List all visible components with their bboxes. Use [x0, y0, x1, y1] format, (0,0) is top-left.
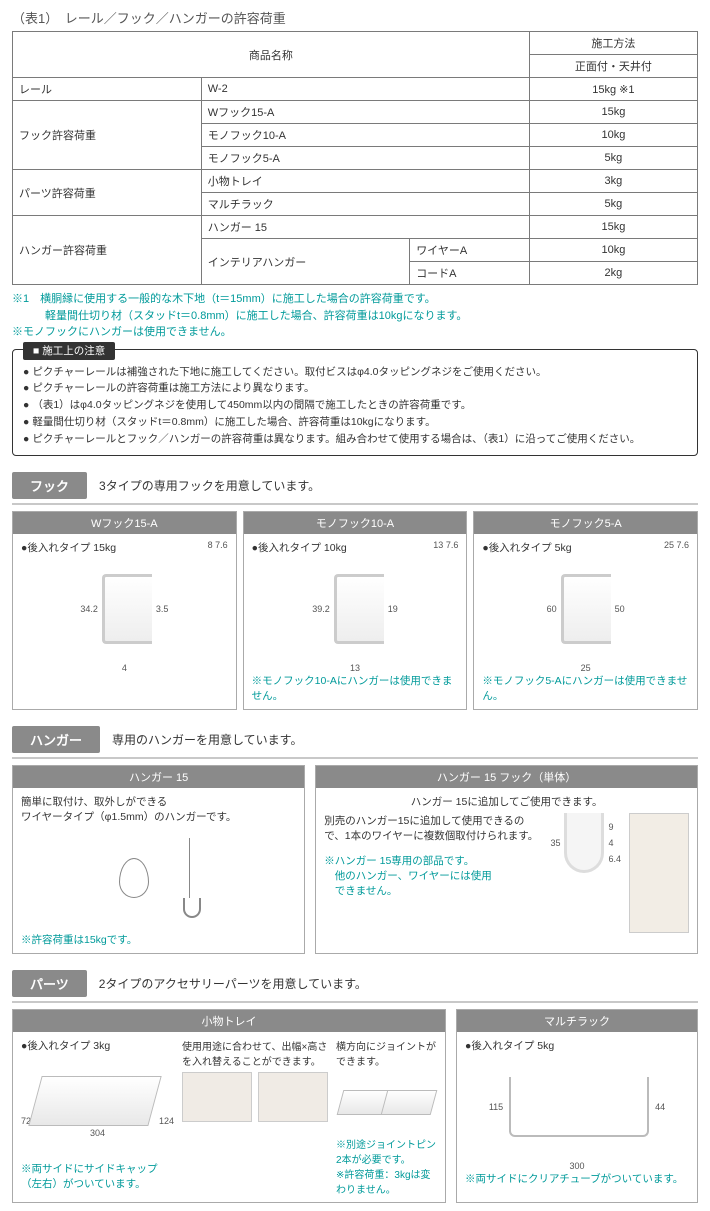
parts-card: 小物トレイ 後入れタイプ 3kg 72 124 304 ※両サイドにサイドキャッ…	[12, 1009, 446, 1203]
hook-card: モノフック5-A 後入れタイプ 5kg 25 7.6 60 50 25 ※モノフ…	[473, 511, 698, 710]
hook-card-title: Wフック15-A	[13, 512, 236, 534]
table-row: パーツ許容荷重小物トレイ3kg	[13, 170, 698, 193]
hook-diagram: 34.2 3.5	[21, 559, 228, 659]
name-cell: 小物トレイ	[201, 170, 529, 193]
hanger-line1: 簡単に取付け、取外しができる	[21, 794, 296, 809]
cat-cell: パーツ許容荷重	[13, 170, 202, 216]
parts-section-head: パーツ 2タイプのアクセサリーパーツを用意しています。	[12, 970, 698, 997]
name-cell: マルチラック	[201, 193, 529, 216]
hook-tag: フック	[12, 472, 87, 499]
name-cell: モノフック10-A	[201, 124, 529, 147]
hook-spec: 後入れタイプ 10kg	[252, 542, 347, 554]
caution-item: ピクチャーレールは補強された下地に施工してください。取付ビスはφ4.0タッピング…	[23, 364, 687, 381]
hanger-note: ※許容荷重は15kgです。	[21, 932, 296, 947]
hook-sub: 3タイプの専用フックを用意しています。	[99, 477, 320, 494]
hook-note: ※モノフック10-Aにハンガーは使用できません。	[252, 673, 459, 703]
caution-box: ■ 施工上の注意 ピクチャーレールは補強された下地に施工してください。取付ビスは…	[12, 349, 698, 457]
hook-spec: 後入れタイプ 15kg	[21, 542, 116, 554]
table-row: レールW-215kg ※1	[13, 78, 698, 101]
sub-cell: コードA	[410, 262, 530, 285]
caution-item: 軽量間仕切り材（スタッドt＝0.8mm）に施工した場合、許容荷重は10kgになり…	[23, 414, 687, 431]
hook-card: Wフック15-A 後入れタイプ 15kg 8 7.6 34.2 3.5 4	[12, 511, 237, 710]
hanger-context-img	[629, 813, 689, 933]
parts-card-title: マルチラック	[457, 1010, 697, 1032]
col-method: 施工方法	[529, 32, 697, 55]
caution-item: ピクチャーレールとフック／ハンガーの許容荷重は異なります。組み合わせて使用する場…	[23, 431, 687, 448]
val-cell: 2kg	[529, 262, 697, 285]
hanger-line2: ワイヤータイプ（φ1.5mm）のハンガーです。	[21, 809, 296, 824]
hanger-tag: ハンガー	[12, 726, 100, 753]
hook-card-title: モノフック5-A	[474, 512, 697, 534]
caution-title: ■ 施工上の注意	[23, 342, 115, 361]
hanger-diagram	[21, 828, 296, 928]
val-cell: 3kg	[529, 170, 697, 193]
table-row: ハンガー許容荷重ハンガー 1515kg	[13, 216, 698, 239]
hanger-hook-diagram: 35 946.4	[550, 813, 621, 873]
parts-card-title: 小物トレイ	[13, 1010, 445, 1032]
tray-diagram: 72 124 304	[21, 1057, 174, 1157]
hook-diagram: 60 50	[482, 559, 689, 659]
val-cell: 15kg	[529, 101, 697, 124]
val-cell: 10kg	[529, 124, 697, 147]
joint-diagram	[336, 1072, 437, 1132]
cat-cell: フック許容荷重	[13, 101, 202, 170]
hook-card-title: モノフック10-A	[244, 512, 467, 534]
name-cell: W-2	[201, 78, 529, 101]
table-notes: ※1 横胴縁に使用する一般的な木下地（t＝15mm）に施工した場合の許容荷重です…	[12, 291, 698, 341]
hanger-note: ※ハンガー 15専用の部品です。 他のハンガー、ワイヤーには使用 できません。	[324, 853, 542, 898]
parts-sub: 2タイプのアクセサリーパーツを用意しています。	[99, 975, 367, 992]
table-row: フック許容荷重Wフック15-A15kg	[13, 101, 698, 124]
parts-desc2: 横方向にジョイントができます。	[336, 1038, 437, 1068]
parts-tag: パーツ	[12, 970, 87, 997]
hanger-line2: 別売のハンガー15に追加して使用できるので、1本のワイヤーに複数個取付けられます…	[324, 813, 542, 843]
col-name: 商品名称	[13, 32, 530, 78]
val-cell: 5kg	[529, 193, 697, 216]
parts-desc1: 使用用途に合わせて、出幅×高さを入れ替えることができます。	[182, 1038, 328, 1068]
hanger-card-title: ハンガー 15 フック（単体）	[316, 766, 697, 788]
parts-card: マルチラック 後入れタイプ 5kg 115 44 300 ※両サイドにクリアチュ…	[456, 1009, 698, 1203]
col-sub: 正面付・天井付	[529, 55, 697, 78]
cat-cell: レール	[13, 78, 202, 101]
table-title: （表1） レール／フック／ハンガーの許容荷重	[12, 8, 698, 27]
sub-cell: ワイヤーA	[410, 239, 530, 262]
parts-spec: 後入れタイプ 3kg	[21, 1038, 174, 1053]
caution-item: ピクチャーレールの許容荷重は施工方法により異なります。	[23, 380, 687, 397]
val-cell: 15kg	[529, 216, 697, 239]
hanger-card: ハンガー 15 簡単に取付け、取外しができる ワイヤータイプ（φ1.5mm）のハ…	[12, 765, 305, 954]
name-cell: モノフック5-A	[201, 147, 529, 170]
name-cell: Wフック15-A	[201, 101, 529, 124]
hanger-sub: 専用のハンガーを用意しています。	[112, 731, 302, 748]
val-cell: 15kg ※1	[529, 78, 697, 101]
table-header-row: 商品名称 施工方法	[13, 32, 698, 55]
val-cell: 10kg	[529, 239, 697, 262]
hanger-line1: ハンガー 15に追加してご使用できます。	[324, 794, 689, 809]
parts-imgs	[182, 1072, 328, 1122]
hanger-section-head: ハンガー 専用のハンガーを用意しています。	[12, 726, 698, 753]
hook-section-head: フック 3タイプの専用フックを用意しています。	[12, 472, 698, 499]
hook-card: モノフック10-A 後入れタイプ 10kg 13 7.6 39.2 19 13 …	[243, 511, 468, 710]
name-cell: インテリアハンガー	[201, 239, 409, 285]
hook-spec: 後入れタイプ 5kg	[482, 542, 571, 554]
val-cell: 5kg	[529, 147, 697, 170]
hanger-card: ハンガー 15 フック（単体） ハンガー 15に追加してご使用できます。 別売の…	[315, 765, 698, 954]
rack-diagram: 115 44	[465, 1057, 689, 1157]
hook-note: ※モノフック5-Aにハンガーは使用できません。	[482, 673, 689, 703]
parts-note: ※両サイドにクリアチューブがついています。	[465, 1171, 689, 1186]
caution-item: （表1）はφ4.0タッピングネジを使用して450mm以内の間隔で施工したときの許…	[23, 397, 687, 414]
hanger-card-title: ハンガー 15	[13, 766, 304, 788]
note-line: 軽量間仕切り材（スタッドt＝0.8mm）に施工した場合、許容荷重は10kgになり…	[12, 308, 698, 325]
note-line: ※モノフックにハンガーは使用できません。	[12, 324, 698, 341]
note-line: ※1 横胴縁に使用する一般的な木下地（t＝15mm）に施工した場合の許容荷重です…	[12, 291, 698, 308]
name-cell: ハンガー 15	[201, 216, 529, 239]
hook-diagram: 39.2 19	[252, 559, 459, 659]
spec-table: 商品名称 施工方法 正面付・天井付 レールW-215kg ※1フック許容荷重Wフ…	[12, 31, 698, 285]
parts-spec: 後入れタイプ 5kg	[465, 1038, 689, 1053]
cat-cell: ハンガー許容荷重	[13, 216, 202, 285]
parts-note: ※両サイドにサイドキャップ（左右）がついています。	[21, 1161, 174, 1191]
parts-note: ※別途ジョイントピン2本が必要です。 ※許容荷重：3kgは変わりません。	[336, 1136, 437, 1196]
